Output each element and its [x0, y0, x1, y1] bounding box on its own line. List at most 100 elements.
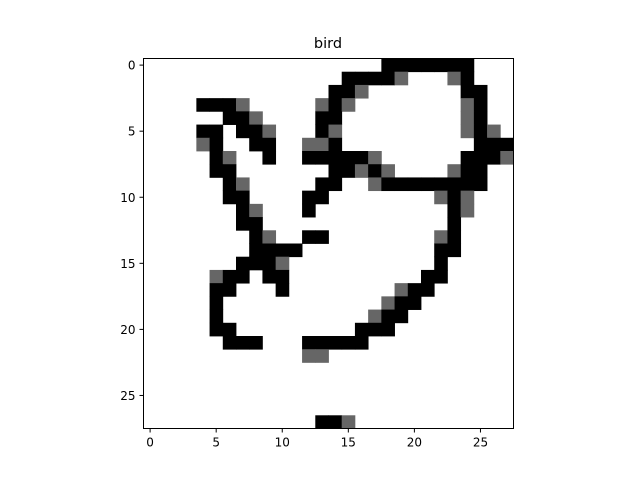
heatmap-cell — [394, 177, 409, 192]
y-tick-label: 20 — [120, 323, 135, 337]
heatmap-cell — [328, 137, 343, 152]
heatmap-cell — [447, 58, 462, 73]
heatmap-cell — [341, 98, 356, 112]
heatmap-cell — [460, 203, 475, 218]
heatmap-cell — [315, 137, 329, 152]
heatmap-cell — [460, 98, 475, 112]
heatmap-cell — [434, 269, 448, 284]
heatmap-cell — [249, 336, 263, 350]
heatmap-cell — [368, 71, 382, 86]
x-tick-label: 0 — [146, 436, 154, 450]
heatmap-cell — [209, 269, 224, 284]
heatmap-cell — [460, 71, 475, 86]
heatmap-cell — [249, 243, 263, 258]
heatmap-cell — [341, 151, 356, 165]
heatmap-cell — [354, 336, 369, 350]
heatmap-cell — [315, 336, 329, 350]
heatmap-cell — [222, 164, 237, 178]
heatmap-cell — [381, 71, 395, 86]
heatmap-cell — [460, 151, 475, 165]
heatmap-cell — [315, 177, 329, 192]
heatmap-cell — [381, 322, 395, 337]
heatmap-cell — [315, 111, 329, 125]
heatmap-cell — [236, 269, 250, 284]
heatmap-cell — [407, 177, 422, 192]
heatmap-cell — [421, 283, 435, 297]
heatmap-cell — [196, 137, 210, 152]
heatmap-cell — [249, 203, 263, 218]
heatmap-cell — [209, 98, 224, 112]
heatmap-cell — [328, 111, 343, 125]
y-tick-label: 0 — [128, 59, 136, 73]
x-tick-label: 20 — [407, 436, 422, 450]
heatmap-cell — [262, 269, 277, 284]
x-axis: 0 5 10 15 20 25 — [146, 428, 488, 450]
heatmap-cell — [236, 256, 250, 271]
heatmap-cell — [354, 84, 369, 99]
heatmap-cell — [460, 84, 475, 99]
heatmap-cell — [236, 124, 250, 139]
heatmap-cell — [434, 177, 448, 192]
heatmap-cell — [328, 164, 343, 178]
heatmap-cell — [487, 124, 501, 139]
heatmap-cell — [460, 190, 475, 205]
heatmap-cell — [262, 243, 277, 258]
x-tick-label: 25 — [473, 436, 488, 450]
heatmap-cell — [262, 137, 277, 152]
heatmap-cell — [447, 190, 462, 205]
heatmap-cell — [222, 98, 237, 112]
heatmap-cell — [394, 58, 409, 73]
heatmap-cell — [473, 111, 488, 125]
axes-frame — [143, 58, 514, 429]
heatmap-cell — [236, 336, 250, 350]
heatmap-cell — [315, 230, 329, 244]
heatmap-cell — [209, 309, 224, 324]
heatmap-cell — [262, 230, 277, 244]
heatmap-cell — [262, 256, 277, 271]
heatmap-cell — [473, 124, 488, 139]
heatmap-cell — [394, 296, 409, 310]
heatmap-cell — [249, 111, 263, 125]
heatmap-cell — [487, 151, 501, 165]
heatmap-cell — [434, 190, 448, 205]
heatmap-cell — [421, 269, 435, 284]
heatmap-cell — [434, 256, 448, 271]
heatmap-cell — [302, 203, 316, 218]
y-axis: 0 5 10 15 20 25 — [120, 59, 144, 403]
heatmap-cell — [249, 124, 263, 139]
heatmap-cell — [447, 217, 462, 231]
heatmap-cell — [434, 230, 448, 244]
heatmap-cell — [209, 296, 224, 310]
heatmap-cell — [368, 151, 382, 165]
heatmap-cell — [407, 58, 422, 73]
heatmap-cell — [460, 177, 475, 192]
heatmap-cell — [368, 177, 382, 192]
heatmap-cell — [407, 283, 422, 297]
heatmap-cell — [473, 177, 488, 192]
heatmap-cell — [222, 190, 237, 205]
heatmap-cell — [262, 151, 277, 165]
heatmap-cell — [447, 203, 462, 218]
heatmap-cell — [249, 256, 263, 271]
heatmap-cell — [209, 151, 224, 165]
heatmap-cell — [328, 151, 343, 165]
heatmap-cell — [473, 98, 488, 112]
heatmap-cell — [447, 71, 462, 86]
heatmap-cell — [447, 230, 462, 244]
heatmap-cell — [394, 309, 409, 324]
heatmap-cell — [341, 71, 356, 86]
chart-title: bird — [314, 36, 342, 52]
heatmap-cell — [209, 164, 224, 178]
heatmap-cell — [209, 322, 224, 337]
heatmap-cell — [407, 296, 422, 310]
heatmap-cell — [315, 151, 329, 165]
heatmap-cells — [196, 58, 514, 429]
y-tick-label: 5 — [128, 125, 136, 139]
heatmap-cell — [473, 164, 488, 178]
heatmap-cell — [196, 124, 210, 139]
heatmap-cell — [249, 217, 263, 231]
heatmap-cell — [381, 58, 395, 73]
heatmap-cell — [421, 177, 435, 192]
heatmap-cell — [460, 164, 475, 178]
heatmap-cell — [473, 137, 488, 152]
